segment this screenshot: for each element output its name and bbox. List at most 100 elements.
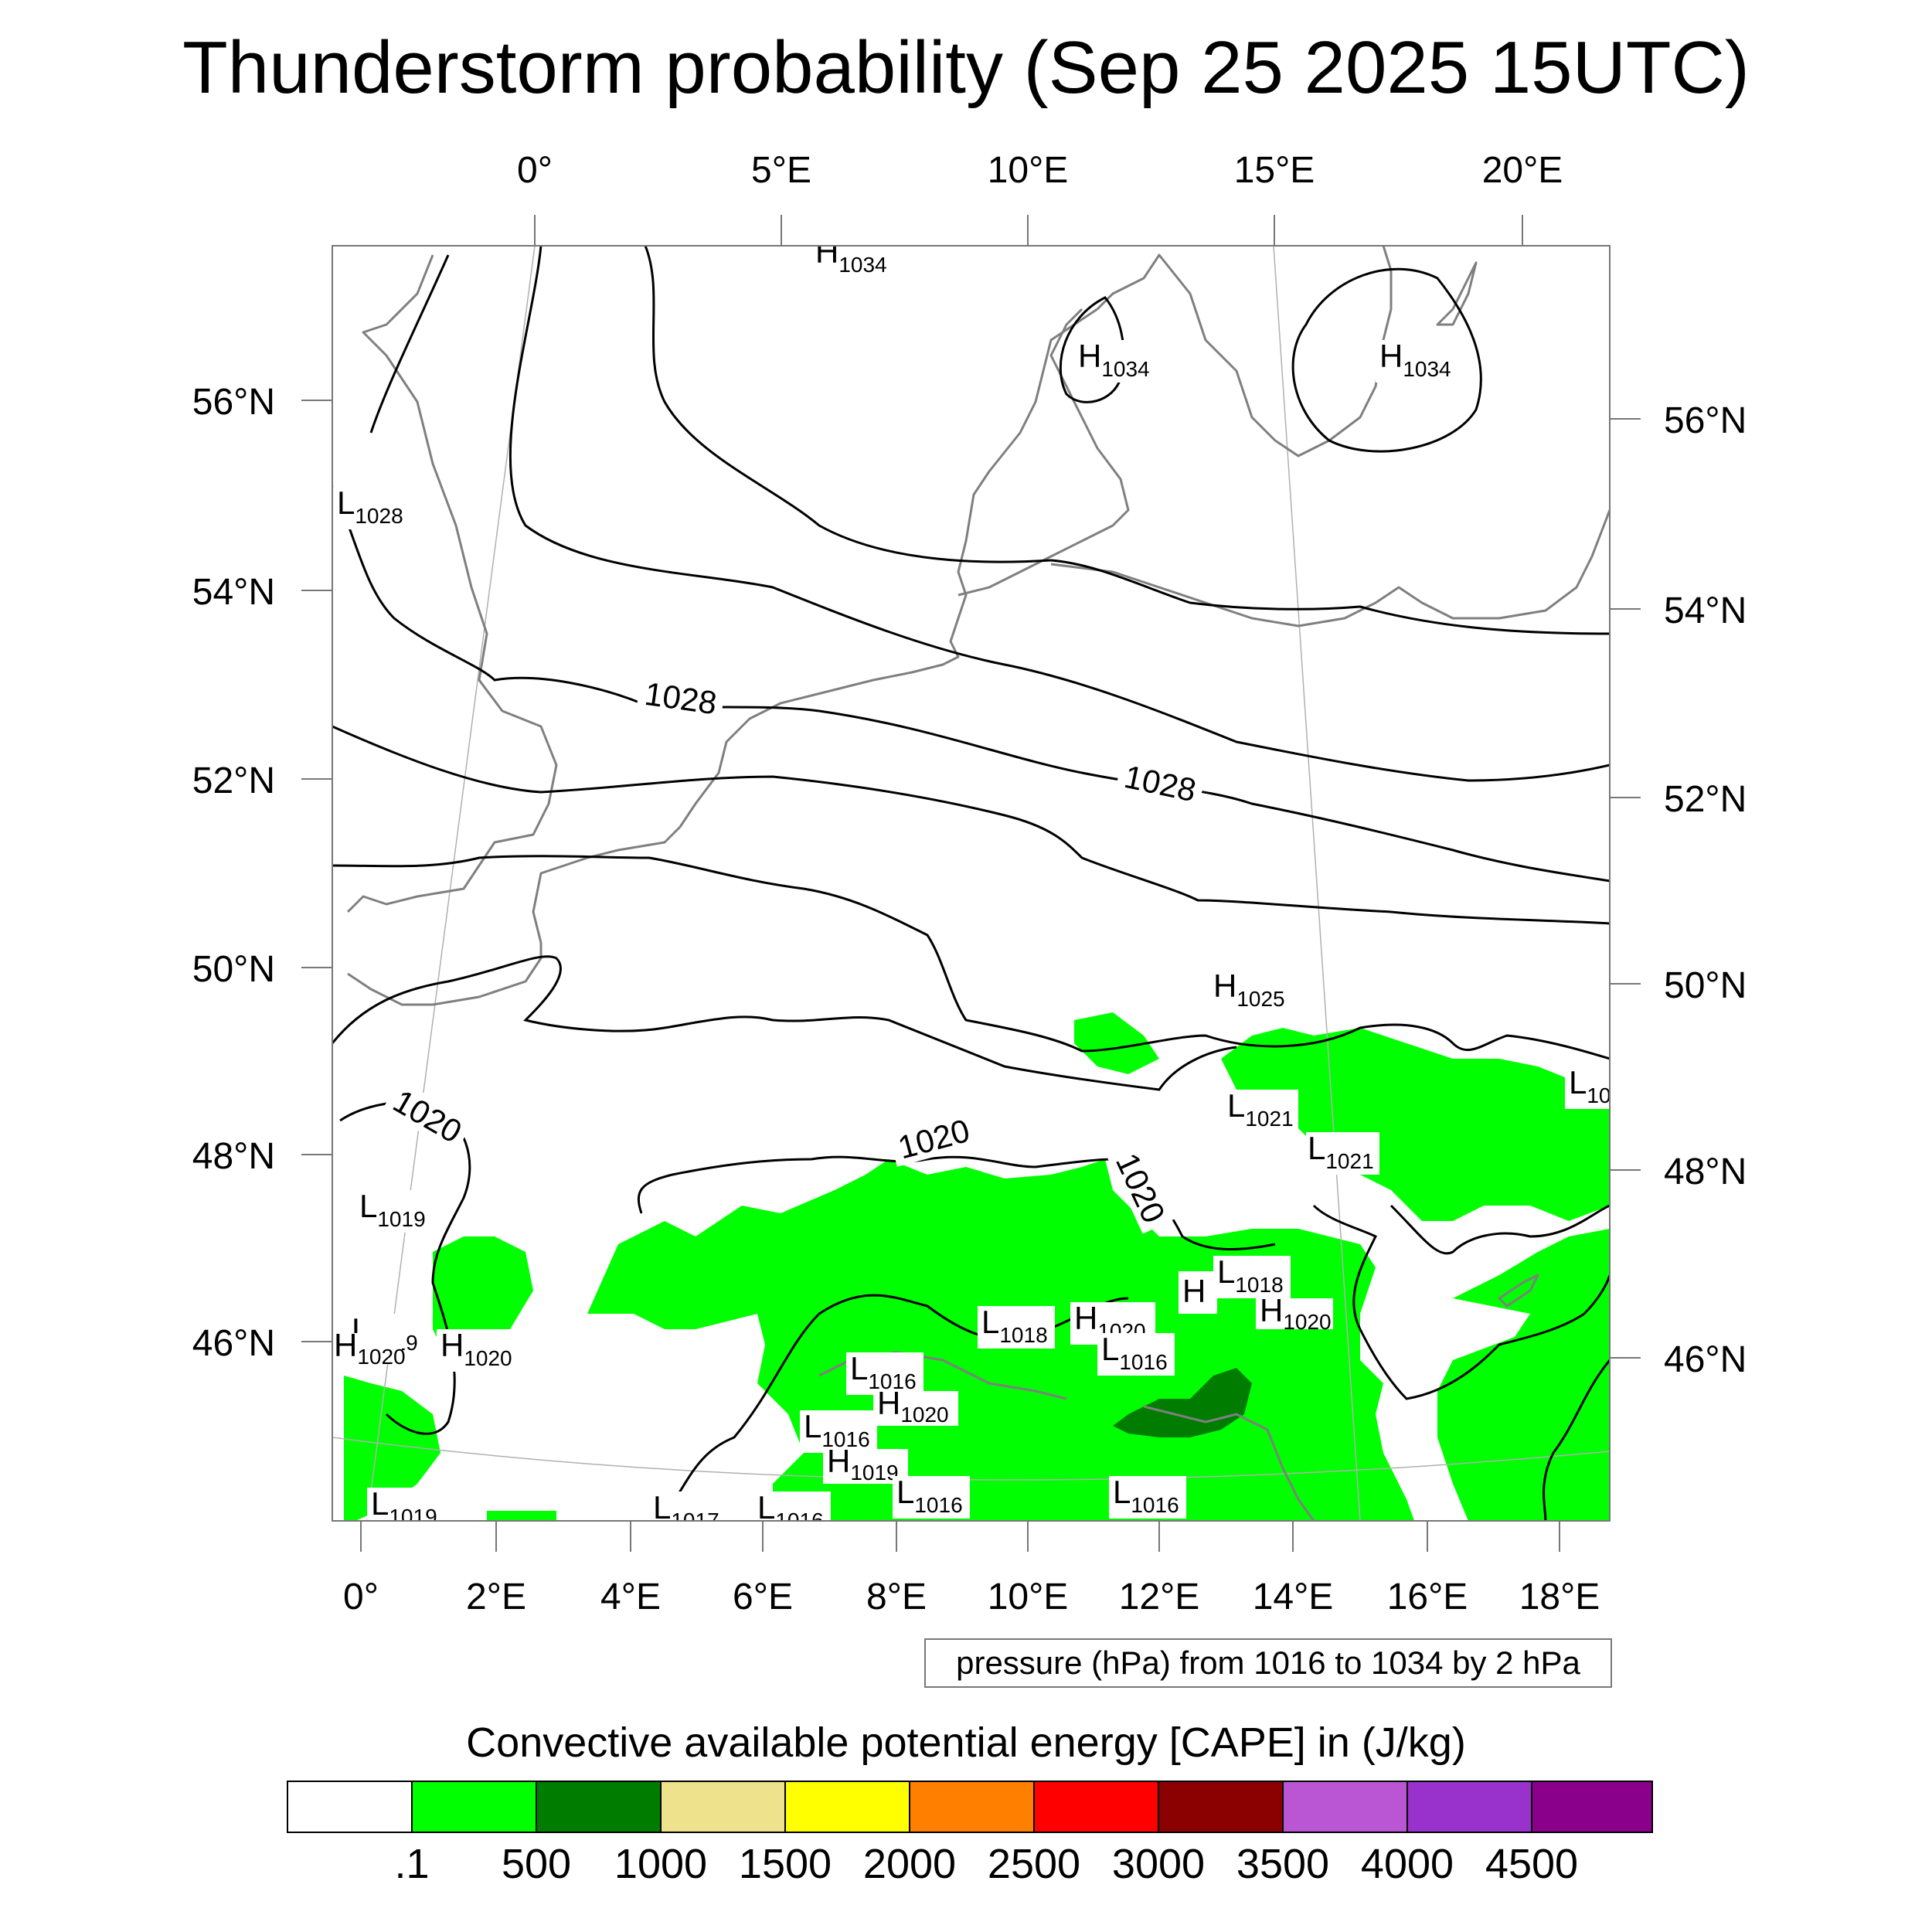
pressure-center: H1025 [1209, 968, 1294, 1012]
colorbar-swatch [536, 1781, 662, 1833]
pressure-center: L1019 [367, 1485, 444, 1529]
isobar-1032-central [1050, 559, 1610, 635]
pressure-center: H1019 [823, 1443, 908, 1485]
right-lat-label: 54°N [1664, 590, 1747, 631]
svg-text:L1016: L1016 [804, 1408, 870, 1451]
meridian-15e [1273, 246, 1361, 1521]
svg-text:L1018: L1018 [1217, 1253, 1284, 1297]
pressure-center: L1019 [355, 1188, 433, 1233]
isobar-1018-hungary [1389, 1204, 1610, 1255]
svg-text:L1019: L1019 [371, 1485, 437, 1529]
pressure-center: L1028 [332, 485, 410, 529]
bottom-lon-label: 4°E [600, 1577, 661, 1617]
pressure-center: L1017 [649, 1489, 726, 1521]
right-axis [1610, 418, 1641, 1359]
top-axis [534, 215, 1523, 246]
right-lat-label: 50°N [1664, 965, 1747, 1006]
pressure-center: H1034 [1074, 338, 1159, 383]
colorbar-tick-label: 2000 [863, 1841, 956, 1887]
cape-region-south-strip [487, 1511, 556, 1521]
svg-text:H1020: H1020 [1260, 1292, 1332, 1334]
isobar-labels: 1028 1028 1020 1020 1020 [382, 674, 1206, 1234]
pressure-center: L1018 [1213, 1253, 1291, 1298]
pressure-center: L1016 [1109, 1474, 1186, 1519]
isobar-1030-west [369, 254, 450, 434]
isobar-1022 [332, 955, 1237, 1091]
isobar-1026 [332, 725, 1610, 925]
svg-text:L1016: L1016 [1113, 1474, 1179, 1517]
isobar-1034-east [1291, 267, 1482, 453]
pressure-center: H1020 [873, 1385, 958, 1427]
meridian-0 [366, 246, 536, 1521]
isobar-1016-south [1543, 1359, 1610, 1521]
colorbar-tick-label: 4500 [1485, 1841, 1578, 1887]
right-lat-label: 48°N [1664, 1151, 1747, 1192]
isobar-1030 [509, 246, 1610, 782]
top-lon-label: 20°E [1482, 150, 1563, 191]
bottom-lon-label: 12°E [1119, 1577, 1200, 1617]
left-lat-label: 56°N [192, 382, 275, 423]
colorbar-tick-label: 500 [502, 1841, 571, 1887]
pressure-center: L1016 [753, 1489, 831, 1521]
pressure-center: L1016 [1097, 1331, 1175, 1376]
coast-france-benelux [532, 308, 1098, 944]
svg-text:H: H [1182, 1273, 1206, 1309]
top-lon-label: 15°E [1234, 150, 1315, 191]
svg-text:H1020: H1020 [334, 1327, 406, 1369]
coast-britain-south [347, 943, 543, 1006]
right-lat-label: 46°N [1664, 1339, 1747, 1380]
isobar-1028-west [332, 486, 1610, 883]
coast-britain-east [346, 254, 558, 913]
svg-text:L1018: L1018 [981, 1304, 1048, 1347]
svg-text:L1016: L1016 [1101, 1331, 1168, 1374]
pressure-center: H1020 [332, 1327, 406, 1369]
map-title: Thunderstorm probability (Sep 25 2025 15… [182, 26, 1750, 109]
left-lat-label: 52°N [192, 760, 275, 801]
coast-lake-balaton [1498, 1274, 1539, 1308]
colorbar-tick-label: 2500 [988, 1841, 1080, 1887]
pressure-center: L1021 [1306, 1130, 1379, 1175]
cape-region-southwest [344, 1376, 440, 1521]
bottom-lon-label: 6°E [733, 1577, 793, 1617]
colorbar-tick-label: 3500 [1236, 1841, 1329, 1887]
colorbar-swatch [411, 1781, 537, 1833]
colorbar-swatch [1282, 1781, 1408, 1833]
pressure-note: pressure (hPa) from 1016 to 1034 by 2 hP… [924, 1638, 1612, 1688]
pressure-center: L1016 [893, 1474, 970, 1519]
map-frame [332, 245, 1611, 1522]
top-axis-labels: 0° 5°E 10°E 15°E 20°E [517, 150, 1563, 191]
pressure-center: L1016 [846, 1350, 923, 1395]
isobar-1034-center [1059, 296, 1125, 403]
bottom-lon-label: 18°E [1519, 1577, 1600, 1617]
bottom-lon-label: 2°E [466, 1577, 526, 1617]
svg-text:L1028: L1028 [337, 485, 403, 528]
svg-text:H1034: H1034 [815, 233, 887, 277]
pressure-center: H1034 [811, 233, 889, 277]
colorbar-ticks: .1 500 1000 1500 2000 2500 3000 3500 400… [394, 1841, 1578, 1887]
svg-text:L10: L10 [1569, 1064, 1611, 1107]
left-axis-labels: 56°N 54°N 52°N 50°N 48°N 46°N [192, 382, 275, 1364]
coastlines [346, 246, 1610, 1521]
top-lon-label: 5°E [751, 150, 811, 191]
coast-adriatic [1143, 1405, 1315, 1521]
left-lat-label: 54°N [192, 572, 275, 613]
bottom-axis-labels: 0° 2°E 4°E 6°E 8°E 10°E 12°E 14°E 16°E 1… [343, 1577, 1600, 1617]
cape-region-czech [1074, 1012, 1159, 1074]
pressure-center: H1020 [437, 1327, 522, 1372]
isobar-1018-east [1312, 1204, 1610, 1400]
left-lat-label: 46°N [192, 1323, 275, 1364]
colorbar-swatch [1531, 1781, 1653, 1833]
colorbar-tick-label: 4000 [1361, 1841, 1454, 1887]
pressure-center: H [1179, 1271, 1217, 1314]
cape-region-northeast [1221, 1028, 1610, 1221]
colorbar-swatch [784, 1781, 910, 1833]
right-lat-label: 56°N [1664, 400, 1747, 441]
left-axis [301, 400, 332, 1342]
coast-gotland [1436, 261, 1478, 326]
colorbar-tick-label: .1 [394, 1841, 429, 1887]
colorbar-swatch [1406, 1781, 1532, 1833]
svg-text:H1019: H1019 [827, 1443, 899, 1485]
top-lon-label: 10°E [988, 150, 1069, 191]
bottom-lon-label: 14°E [1253, 1577, 1334, 1617]
right-axis-labels: 56°N 54°N 52°N 50°N 48°N 46°N [1664, 400, 1747, 1380]
